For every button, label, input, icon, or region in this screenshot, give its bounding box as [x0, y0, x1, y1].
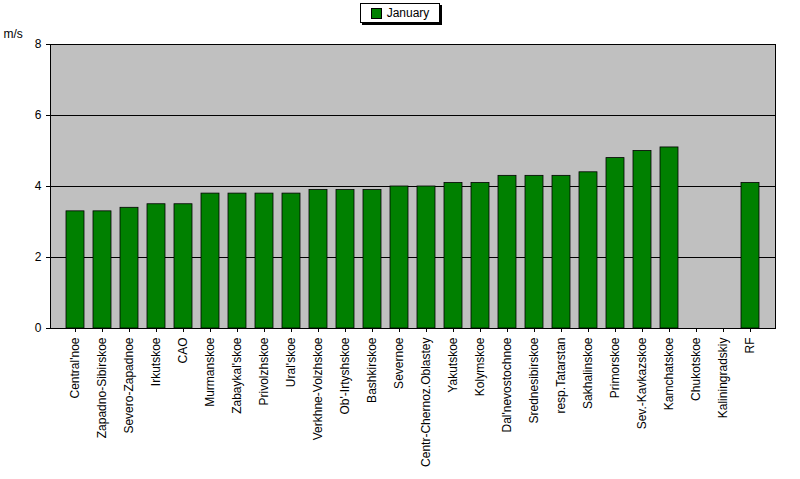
svg-text:Sakhalinskoe: Sakhalinskoe	[581, 337, 595, 409]
html-text:January: January	[386, 6, 430, 20]
svg-text:Irkutskoe: Irkutskoe	[149, 337, 163, 386]
svg-text:Ob'-Irtyshskoe: Ob'-Irtyshskoe	[338, 337, 352, 414]
svg-text:RF: RF	[743, 338, 757, 354]
svg-text:Zapadno-Sibirskoe: Zapadno-Sibirskoe	[95, 337, 109, 438]
svg-text:Dal'nevostochnoe: Dal'nevostochnoe	[500, 337, 514, 432]
svg-text:Bashkirskoe: Bashkirskoe	[365, 337, 379, 403]
svg-text:Yakutskoe: Yakutskoe	[446, 337, 460, 392]
svg-text:Central'noe: Central'noe	[68, 337, 82, 398]
svg-text:Ural'skoe: Ural'skoe	[284, 337, 298, 387]
svg-text:resp.Tatarstan: resp.Tatarstan	[554, 338, 568, 414]
svg-text:CAO: CAO	[176, 338, 190, 364]
svg-text:Kamchatskoe: Kamchatskoe	[662, 337, 676, 410]
svg-text:Zabaykal'skoe: Zabaykal'skoe	[230, 337, 244, 414]
svg-text:4: 4	[35, 179, 42, 193]
svg-text:2: 2	[35, 250, 42, 264]
svg-text:Centr-Chernoz.Oblastey: Centr-Chernoz.Oblastey	[419, 338, 433, 467]
svg-text:Murmanskoe: Murmanskoe	[203, 337, 217, 407]
svg-text:8: 8	[35, 37, 42, 51]
svg-text:Sev.-Kavkazskoe: Sev.-Kavkazskoe	[635, 337, 649, 429]
svg-text:Verkhne-Volzhskoe: Verkhne-Volzhskoe	[311, 337, 325, 440]
svg-text:m/s: m/s	[4, 27, 23, 41]
svg-text:Srednesibirskoe: Srednesibirskoe	[527, 337, 541, 423]
svg-text:Primorskoe: Primorskoe	[608, 337, 622, 398]
svg-text:0: 0	[35, 321, 42, 335]
svg-text:Privolzhskoe: Privolzhskoe	[257, 337, 271, 405]
svg-text:Kolymskoe: Kolymskoe	[473, 337, 487, 396]
svg-text:Kaliningradskiy: Kaliningradskiy	[716, 338, 730, 419]
svg-text:Severo-Zapadnoe: Severo-Zapadnoe	[122, 337, 136, 433]
svg-text:Severnoe: Severnoe	[392, 337, 406, 389]
svg-text:Chukotskoe: Chukotskoe	[689, 337, 703, 401]
svg-text:6: 6	[35, 108, 42, 122]
